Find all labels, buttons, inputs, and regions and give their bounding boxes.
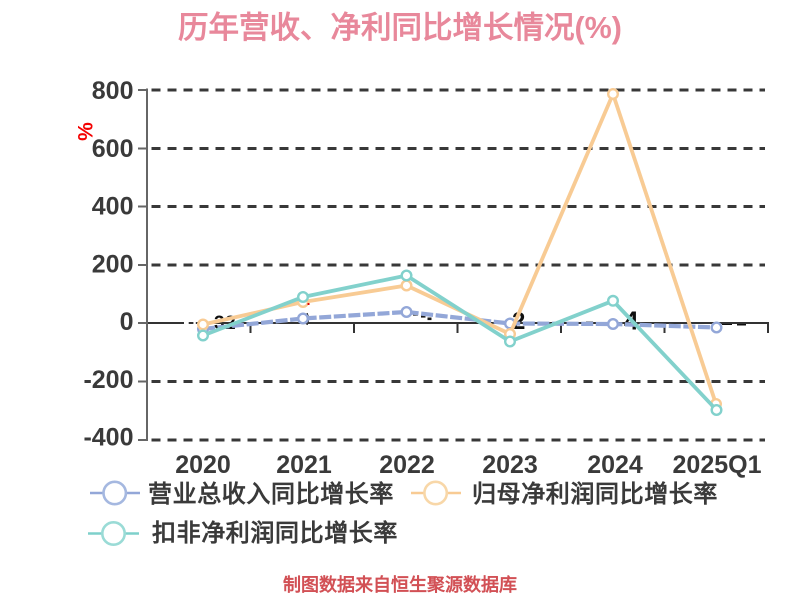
svg-text:历年营收、净利同比增长情况(%): 历年营收、净利同比增长情况(%) [178,11,622,45]
svg-text:600: 600 [92,135,134,163]
svg-text:2024: 2024 [587,451,643,479]
svg-text:2022: 2022 [379,451,435,479]
svg-text:0: 0 [120,308,134,336]
svg-text:%: % [75,122,98,141]
svg-text:-400: -400 [83,424,133,452]
svg-text:2020: 2020 [175,451,231,479]
svg-text:制图数据来自恒生聚源数据库: 制图数据来自恒生聚源数据库 [283,574,517,595]
svg-text:扣非净利润同比增长率: 扣非净利润同比增长率 [152,519,398,547]
svg-text:2023: 2023 [482,451,538,479]
svg-text:800: 800 [92,77,134,105]
svg-text:2025Q1: 2025Q1 [673,451,762,479]
svg-text:营业总收入同比增长率: 营业总收入同比增长率 [148,480,394,508]
svg-text:-200: -200 [83,366,133,394]
svg-text:归母净利润同比增长率: 归母净利润同比增长率 [472,480,718,508]
svg-text:400: 400 [92,193,134,221]
svg-text:2021: 2021 [276,451,332,479]
svg-text:200: 200 [92,250,134,278]
